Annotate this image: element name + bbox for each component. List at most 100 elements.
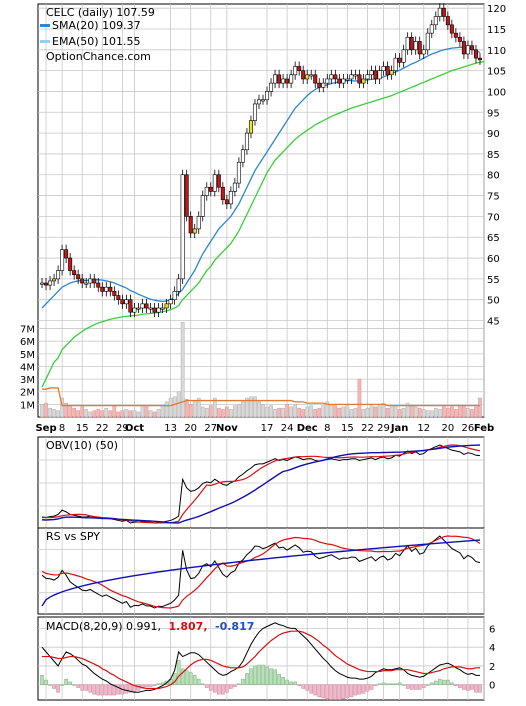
macd-tick-label: 2 <box>489 662 495 673</box>
candle-body <box>64 249 69 259</box>
macd-histogram-bar <box>116 684 121 695</box>
candle-body <box>265 91 270 101</box>
macd-histogram-bar <box>184 670 189 685</box>
candle-body <box>172 291 177 300</box>
candle-body <box>128 299 133 313</box>
macd-histogram-bar <box>237 683 241 685</box>
macd-histogram-bar <box>454 684 458 686</box>
volume-bar <box>269 405 273 418</box>
volume-tick-label: 7M <box>20 325 35 336</box>
date-tick-label: 22 <box>361 423 374 434</box>
macd-histogram-bar <box>349 684 354 698</box>
candle-body <box>68 257 73 271</box>
candle-body <box>176 278 181 292</box>
volume-bar <box>265 406 269 418</box>
volume-bar <box>241 401 245 418</box>
volume-bar <box>470 409 474 418</box>
macd-histogram-bar <box>136 684 141 691</box>
candle-body <box>477 57 482 61</box>
candle-body <box>40 282 45 285</box>
volume-bar <box>140 405 145 418</box>
macd-line <box>41 622 480 693</box>
candle-body <box>44 282 49 286</box>
volume-bar <box>413 406 418 418</box>
macd-histogram-bar <box>466 684 470 691</box>
candle-body <box>461 41 466 55</box>
candle-body <box>361 78 366 84</box>
volume-bar <box>56 410 60 418</box>
candle-body <box>124 299 129 305</box>
volume-bar <box>152 411 157 418</box>
macd-histogram-bar <box>124 684 129 694</box>
price-tick-label: 70 <box>487 212 500 223</box>
price-tick-label: 110 <box>487 46 506 57</box>
volume-bar <box>433 407 438 418</box>
macd-histogram-bar <box>245 673 249 685</box>
volume-bars <box>40 322 482 418</box>
macd-histogram-bar <box>188 672 193 685</box>
macd-histogram-bar <box>405 684 410 689</box>
volume-bar <box>96 409 101 418</box>
volume-bar <box>100 410 105 418</box>
volume-tick-label: 4M <box>20 362 35 373</box>
macd-tick-label: 0 <box>489 681 495 692</box>
candle-body <box>289 74 294 84</box>
macd-histogram-bar <box>68 681 72 685</box>
candle-body <box>196 216 201 230</box>
date-tick-label: 15 <box>341 423 354 434</box>
price-tick-label: 90 <box>487 129 500 140</box>
volume-bar <box>409 405 414 418</box>
candle-body <box>188 216 193 234</box>
date-tick-label: 15 <box>76 423 89 434</box>
candle-body <box>144 303 149 309</box>
candle-body <box>357 74 362 84</box>
macd-histogram-bar <box>365 684 370 692</box>
macd-histogram-bar <box>385 683 390 685</box>
macd-histogram-bar <box>265 666 269 685</box>
volume-average-line <box>42 387 480 407</box>
macd-histogram-bar <box>180 668 185 685</box>
macd-histogram-bar <box>52 684 56 689</box>
volume-bar <box>301 409 306 418</box>
macd-histogram-bar <box>200 683 205 685</box>
candle-body <box>204 186 209 196</box>
candle-body <box>389 70 394 76</box>
macd-histogram-bar <box>421 684 426 688</box>
price-tick-label: 120 <box>487 4 506 15</box>
volume-bar <box>349 409 354 418</box>
volume-bar <box>188 404 193 418</box>
rs-trend-line <box>41 539 481 607</box>
volume-bar <box>52 409 56 418</box>
macd-histogram-bar <box>357 684 362 695</box>
volume-bar <box>373 406 378 418</box>
macd-histogram-bar <box>156 683 161 685</box>
candle-body <box>437 7 442 17</box>
price-tick-label: 115 <box>487 25 506 36</box>
macd-histogram-bar <box>192 675 197 685</box>
macd-histogram-bar <box>377 683 382 685</box>
macd-histogram-bar <box>249 668 253 685</box>
volume-bar <box>192 400 197 418</box>
volume-bar <box>441 406 446 418</box>
candle-body <box>269 82 274 92</box>
volume-bar <box>365 407 370 418</box>
candle-body <box>397 57 402 63</box>
candle-body <box>293 66 298 76</box>
macd-histogram-bar <box>313 684 318 696</box>
macd-histogram-bar <box>80 684 84 691</box>
macd-histogram-bar <box>309 684 314 694</box>
rs-label: RS vs SPY <box>46 530 100 543</box>
volume-tick-label: 1M <box>20 400 35 411</box>
volume-bar <box>164 401 169 418</box>
volume-bar <box>64 402 68 418</box>
macd-histogram-bar <box>277 674 281 685</box>
ema50-line <box>41 60 485 388</box>
macd-histogram-bar <box>128 684 133 693</box>
candle-body <box>92 278 97 284</box>
candle-body <box>168 299 173 305</box>
candle-body <box>301 70 306 80</box>
sma20-line <box>41 46 481 309</box>
macd-histogram-bar <box>341 684 346 700</box>
volume-bar <box>148 410 153 418</box>
volume-bar <box>196 397 201 418</box>
